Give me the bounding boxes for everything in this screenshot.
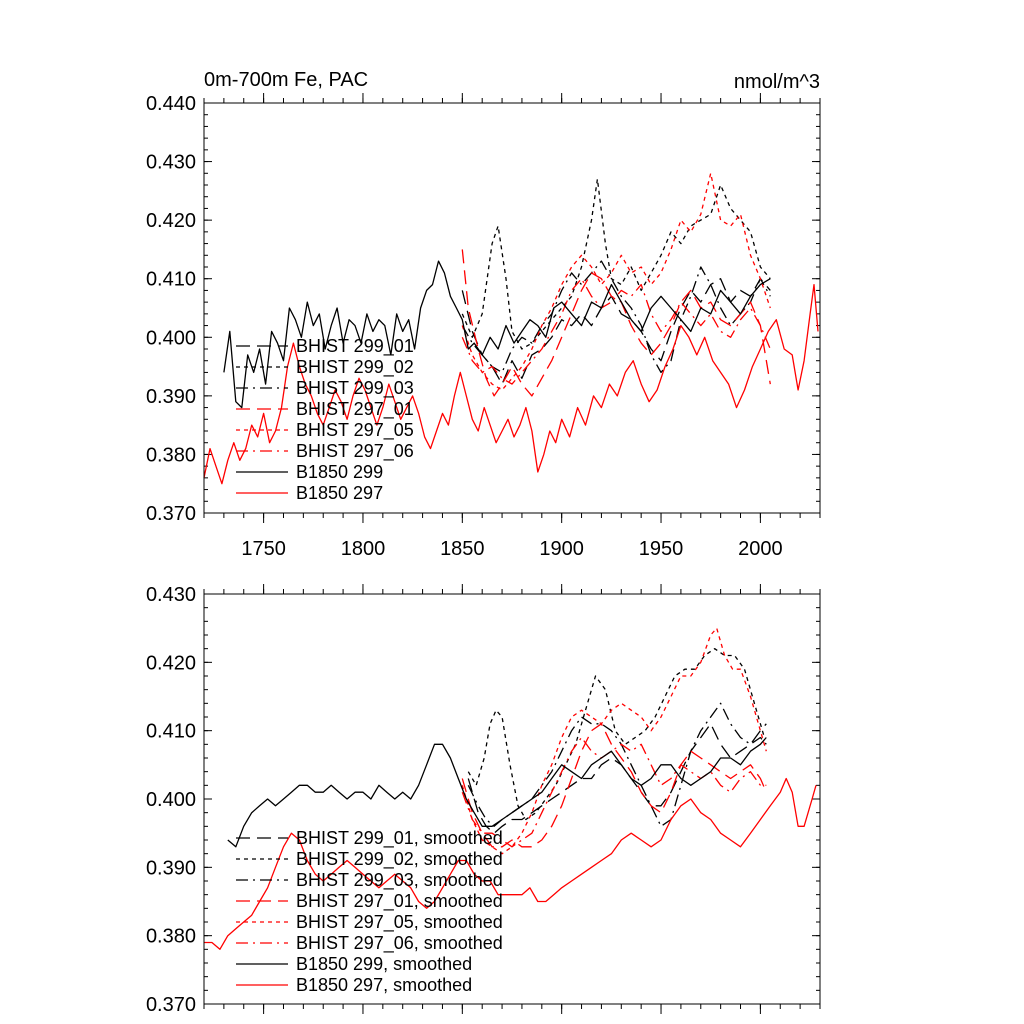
- bottom-panel-series: [204, 627, 817, 950]
- x-tick-label: 1800: [341, 538, 386, 560]
- series-line-3: [461, 249, 771, 397]
- series-line-7: [203, 283, 819, 485]
- y-tick-label: 0.370: [146, 503, 196, 525]
- top-panel-frame: [203, 102, 821, 514]
- legend-label: BHIST 299_03, smoothed: [296, 870, 503, 891]
- series-line-7: [204, 777, 817, 950]
- y-tick-label: 0.380: [146, 926, 196, 948]
- y-tick-label: 0.420: [146, 210, 196, 232]
- top-panel-axes: 0.370 0.380 0.390 0.400 0.410 0.420 0.430 0.440…: [146, 93, 821, 560]
- x-tick-label: 1850: [440, 538, 485, 560]
- legend-label: BHIST 297_06: [296, 441, 414, 462]
- series-line-5: [461, 278, 771, 385]
- legend-label: BHIST 299_01: [296, 336, 414, 357]
- series-line-3: [461, 723, 767, 848]
- y-tick-label: 0.430: [146, 152, 196, 174]
- legend-label: BHIST 297_05: [296, 420, 414, 441]
- y-tick-label: 0.390: [146, 857, 196, 879]
- y-tick-label: 0.370: [146, 994, 196, 1016]
- y-tick-label: 0.380: [146, 444, 196, 466]
- series-line-2: [461, 260, 771, 374]
- legend-label: BHIST 297_06, smoothed: [296, 933, 503, 954]
- legend-label: BHIST 299_02: [296, 357, 414, 378]
- series-line-0: [467, 723, 767, 834]
- series-line-5: [461, 736, 767, 848]
- y-tick-label: 0.400: [146, 327, 196, 349]
- bottom-panel-frame: [203, 593, 821, 1005]
- y-tick-label: 0.420: [146, 652, 196, 674]
- series-line-4: [461, 627, 767, 855]
- y-tick-label: 0.410: [146, 721, 196, 743]
- legend-label: BHIST 297_05, smoothed: [296, 912, 503, 933]
- legend-label: B1850 299: [296, 462, 383, 482]
- legend-label: B1850 297: [296, 483, 383, 503]
- legend-label: BHIST 299_01, smoothed: [296, 828, 503, 849]
- bottom-panel: 0.370 0.380 0.390 0.400 0.410 0.420 0.430 BHIS…: [146, 584, 821, 1016]
- legend-label: BHIST 299_03: [296, 378, 414, 399]
- series-line-4: [461, 172, 771, 391]
- legend-label: B1850 297, smoothed: [296, 975, 472, 995]
- y-tick-label: 0.430: [146, 584, 196, 606]
- legend-label: BHIST 297_01, smoothed: [296, 891, 503, 912]
- x-tick-label: 2000: [738, 538, 783, 560]
- series-line-0: [461, 278, 771, 385]
- top-panel: 0m-700m Fe, PAC nmol/m^3 0.370 0.380 0.390…: [146, 69, 821, 560]
- y-tick-label: 0.390: [146, 386, 196, 408]
- x-tick-label: 1900: [539, 538, 584, 560]
- series-line-6: [227, 737, 767, 848]
- x-tick-label: 1750: [241, 538, 286, 560]
- series-line-6: [223, 260, 771, 409]
- y-tick-label: 0.440: [146, 93, 196, 115]
- top-panel-units-label: nmol/m^3: [734, 71, 820, 93]
- legend-label: BHIST 299_02, smoothed: [296, 849, 503, 870]
- bottom-panel-axes: 0.370 0.380 0.390 0.400 0.410 0.420 0.430: [146, 584, 821, 1016]
- legend-label: BHIST 297_01: [296, 399, 414, 420]
- y-tick-label: 0.400: [146, 789, 196, 811]
- y-tick-label: 0.410: [146, 269, 196, 291]
- legend-label: B1850 299, smoothed: [296, 954, 472, 974]
- top-panel-series: [203, 172, 819, 485]
- top-panel-title: 0m-700m Fe, PAC: [204, 69, 368, 91]
- x-tick-label: 1950: [639, 538, 684, 560]
